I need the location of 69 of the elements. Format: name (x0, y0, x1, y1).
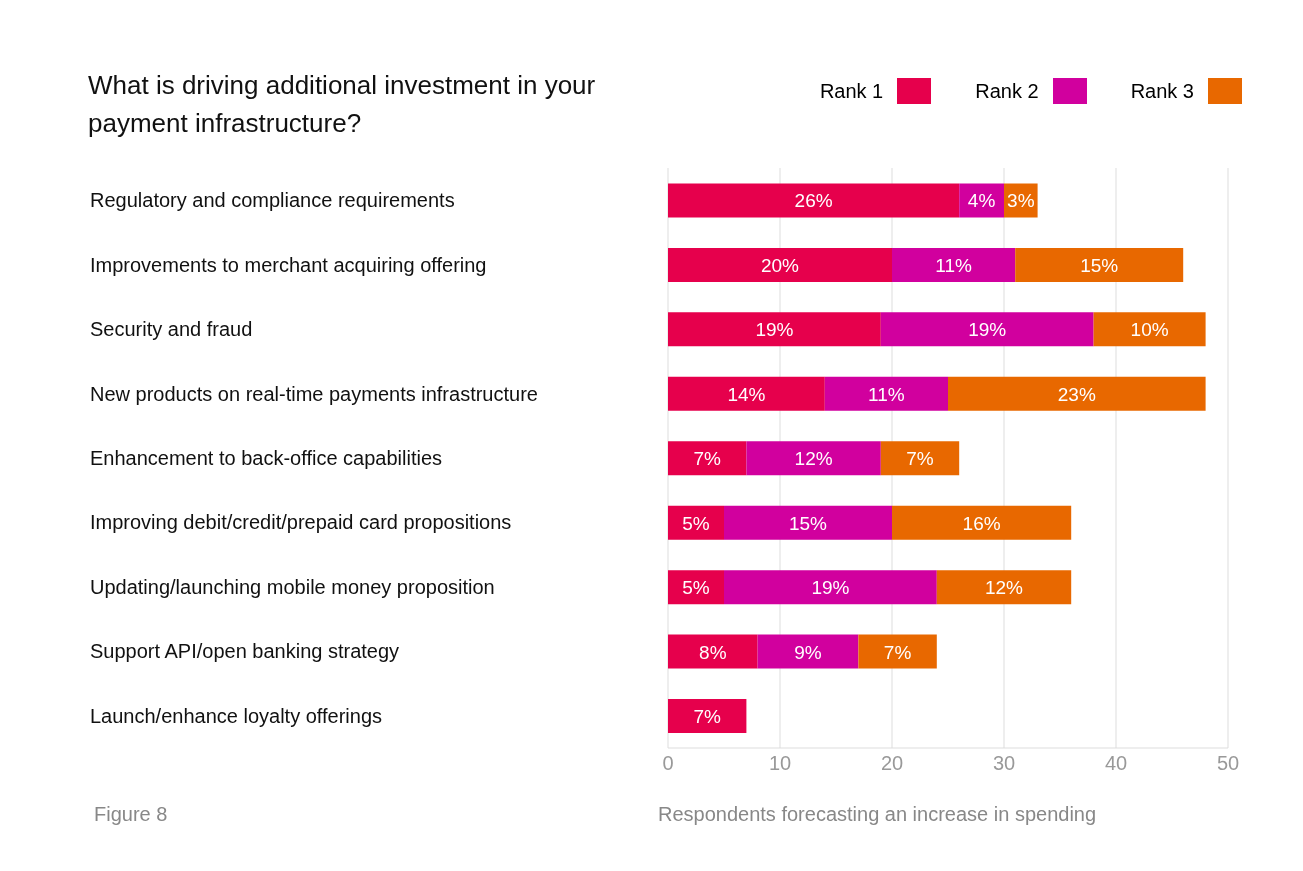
bar (824, 376, 948, 411)
bar (892, 247, 1016, 282)
bar (668, 699, 747, 734)
data-label: 11% (935, 254, 973, 276)
data-label: 8% (699, 641, 727, 663)
bar (668, 505, 724, 540)
y-tick-label: Updating/launching mobile money proposition (90, 575, 495, 598)
bar (757, 634, 859, 669)
x-tick-label: 0 (662, 752, 674, 775)
data-label: 5% (682, 512, 710, 534)
bar (668, 634, 758, 669)
data-label: 12% (794, 448, 833, 470)
bar (880, 312, 1094, 347)
data-label: 23% (1057, 383, 1096, 405)
y-tick-label: New products on real-time payments infrastructure (90, 382, 538, 405)
caption: Figure 8 (94, 803, 168, 826)
bar (892, 505, 1072, 540)
x-tick-label: 20 (880, 752, 904, 775)
bar (880, 441, 960, 476)
bar (724, 505, 892, 540)
data-label: 3% (1007, 190, 1035, 212)
data-label: 16% (962, 512, 1001, 534)
data-label: 7% (883, 641, 912, 663)
data-label: 4% (967, 190, 996, 212)
bar (724, 570, 937, 605)
legend-label: Rank 1 (819, 79, 884, 103)
data-label: 15% (1080, 254, 1119, 276)
bar (746, 441, 881, 476)
bar (858, 634, 937, 669)
bar (936, 570, 1072, 605)
bar (668, 376, 825, 411)
data-label: 26% (794, 190, 833, 212)
data-label: 12% (984, 577, 1024, 599)
bar (668, 441, 747, 476)
data-label: 7% (693, 448, 722, 470)
data-label: 20% (760, 254, 800, 276)
data-label: 14% (727, 383, 766, 405)
data-label: 11% (868, 383, 905, 405)
data-label: 9% (794, 641, 822, 663)
y-tick-label: Regulatory and compliance requirements (90, 189, 455, 212)
x-tick-label: 30 (992, 752, 1016, 775)
bar (668, 247, 892, 282)
legend-label: Rank 2 (975, 79, 1039, 103)
data-label: 19% (968, 319, 1007, 341)
data-label: 19% (811, 577, 850, 599)
bar (948, 376, 1206, 411)
bar (668, 183, 960, 218)
data-label: 10% (1130, 319, 1169, 341)
x-tick-label: 50 (1216, 752, 1240, 775)
data-label: 19% (755, 319, 794, 341)
y-tick-label: Improving debit/credit/prepaid card propositions (90, 511, 512, 534)
y-tick-label: Security and fraud (90, 318, 253, 341)
data-label: 7% (693, 706, 722, 728)
bar (1015, 247, 1184, 282)
bar (1093, 312, 1206, 347)
bar (668, 570, 724, 605)
data-label: 5% (682, 577, 710, 599)
y-tick-label: Launch/enhance loyalty offerings (90, 704, 383, 727)
y-tick-label: Enhancement to back-office capabilities (90, 447, 443, 469)
data-label: 15% (788, 512, 828, 534)
text: What is driving additional investment in your payment infrastructure? (88, 69, 597, 140)
y-tick-label: Improvements to merchant acquiring offering (90, 253, 487, 276)
legend-label: Rank 3 (1130, 79, 1194, 103)
data-label: 7% (906, 448, 934, 470)
x-axis-title: Respondents forecasting an increase in spending (658, 803, 1097, 826)
y-tick-label: Support API/open banking strategy (90, 640, 400, 663)
x-tick-label: 10 (768, 752, 792, 775)
x-tick-label: 40 (1104, 752, 1128, 775)
bar (668, 312, 881, 347)
